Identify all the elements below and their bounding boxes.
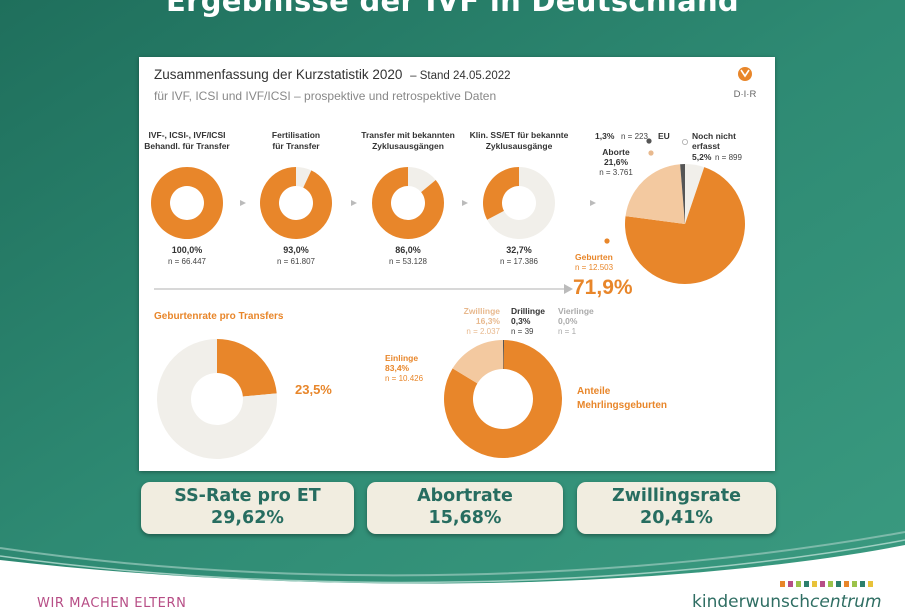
funnel-percent-3: 86,0% bbox=[395, 245, 421, 255]
panel-subtitle: für IVF, ICSI und IVF/ICSI – prospektive… bbox=[154, 89, 496, 103]
brand-colorbar bbox=[780, 581, 873, 587]
slide-title: Ergebnisse der IVF in Deutschland bbox=[166, 0, 739, 18]
aborte-percent: 21,6% bbox=[604, 157, 629, 167]
statistics-panel: Zusammenfassung der Kurzstatistik 2020 –… bbox=[139, 57, 775, 471]
geburten-marker bbox=[604, 238, 610, 244]
svg-text:Zusammenfassung der Kurzstatis: Zusammenfassung der Kurzstatistik 2020 –… bbox=[154, 67, 511, 82]
funnel-percent-4: 32,7% bbox=[506, 245, 532, 255]
kpi-zwillingsrate-label: Zwillingsrate bbox=[612, 486, 741, 506]
funnel-arrows bbox=[240, 200, 596, 206]
eu-label: EU bbox=[658, 131, 670, 141]
funnel-n-1: n = 66.447 bbox=[168, 257, 207, 266]
funnel-label-4b: Zyklusausgänge bbox=[486, 141, 553, 151]
slogan: WIR MACHEN ELTERN bbox=[37, 596, 187, 611]
einlinge-slice bbox=[444, 340, 563, 458]
funnel-label-1a: IVF-, ICSI-, IVF/ICSI bbox=[149, 130, 226, 140]
funnel-value-4-slice bbox=[483, 167, 519, 220]
birthrate-title: Geburtenrate pro Transfers bbox=[154, 311, 284, 322]
funnel-n-3: n = 53.128 bbox=[389, 257, 428, 266]
multiples-donut bbox=[444, 340, 563, 458]
einlinge-n: n = 10.426 bbox=[385, 374, 424, 383]
kpi-abortrate-value: 15,68% bbox=[428, 508, 502, 528]
funnel-donut-3 bbox=[372, 167, 444, 239]
funnel-percent-2: 93,0% bbox=[283, 245, 309, 255]
birthrate-geburten-slice bbox=[217, 339, 277, 397]
multiples-title-2: Mehrlingsgeburten bbox=[577, 400, 667, 411]
kpi-ss-rate-label: SS-Rate pro ET bbox=[174, 486, 321, 506]
brand-part2: centrum bbox=[810, 592, 882, 612]
drillinge-n: n = 39 bbox=[511, 327, 534, 336]
panel-title: Zusammenfassung der Kurzstatistik 2020 bbox=[154, 67, 402, 82]
statistics-chart: Zusammenfassung der Kurzstatistik 2020 –… bbox=[144, 67, 757, 460]
outcome-donut bbox=[625, 164, 746, 285]
drillinge-percent: 0,3% bbox=[511, 316, 531, 326]
aborte-slice bbox=[625, 164, 685, 224]
zwillinge-slice bbox=[452, 340, 503, 384]
aborte-marker bbox=[648, 150, 654, 156]
kpi-abortrate: Abortrate 15,68% bbox=[367, 482, 563, 534]
funnel-n-2: n = 61.807 bbox=[277, 257, 316, 266]
vierlinge-n: n = 1 bbox=[558, 327, 577, 336]
funnel-donut-2 bbox=[260, 167, 332, 239]
multiples-title-1: Anteile bbox=[577, 386, 611, 397]
funnel-n-4: n = 17.386 bbox=[500, 257, 539, 266]
einlinge-percent: 83,4% bbox=[385, 363, 410, 373]
brand-logo: kinderwunschcentrum bbox=[692, 592, 882, 612]
noch-label-1: Noch nicht bbox=[692, 131, 736, 141]
panel-title-suffix: – Stand 24.05.2022 bbox=[410, 70, 510, 82]
noch-percent: 5,2% bbox=[692, 152, 712, 162]
funnel-remaining-3-slice bbox=[408, 167, 436, 193]
funnel-label-2b: für Transfer bbox=[272, 141, 320, 151]
funnel-remaining-4-slice bbox=[487, 167, 555, 240]
brand-part1: kinderwunsch bbox=[692, 592, 811, 612]
funnel-value-1-slice bbox=[150, 167, 223, 239]
zwillinge-percent: 16,3% bbox=[476, 316, 501, 326]
funnel-percent-1: 100,0% bbox=[172, 245, 203, 255]
geburten-label: Geburten bbox=[575, 252, 613, 262]
funnel-label-2a: Fertilisation bbox=[272, 130, 320, 140]
kpi-zwillingsrate-value: 20,41% bbox=[640, 508, 713, 528]
dir-logo: D·I·R bbox=[734, 67, 757, 100]
aborte-label: Aborte bbox=[602, 147, 630, 157]
funnel-value-3-slice bbox=[372, 167, 444, 239]
eu-marker bbox=[646, 138, 652, 144]
vierlinge-label: Vierlinge bbox=[558, 306, 594, 316]
birthrate-remaining-slice bbox=[157, 339, 277, 460]
kpi-abortrate-label: Abortrate bbox=[417, 486, 513, 506]
eu-n: n = 223 bbox=[621, 132, 648, 141]
noch-nicht-erfasst-slice bbox=[685, 164, 705, 224]
einlinge-label: Einlinge bbox=[385, 353, 418, 363]
geburten-n: n = 12.503 bbox=[575, 263, 614, 272]
kpi-ss-rate: SS-Rate pro ET 29,62% bbox=[141, 482, 354, 534]
dir-logo-text: D·I·R bbox=[734, 89, 757, 100]
aborte-n: n = 3.761 bbox=[599, 168, 633, 177]
birthrate-donut bbox=[157, 339, 277, 460]
drillinge-slice bbox=[503, 340, 505, 370]
funnel-label-1b: Behandl. für Transfer bbox=[144, 141, 230, 151]
long-arrow-head bbox=[564, 284, 573, 294]
kpi-zwillingsrate: Zwillingsrate 20,41% bbox=[577, 482, 776, 534]
funnel-remaining-2-slice bbox=[296, 167, 312, 188]
noch-label-2: erfasst bbox=[692, 141, 720, 151]
funnel-value-2-slice bbox=[260, 167, 332, 239]
drillinge-label: Drillinge bbox=[511, 306, 545, 316]
noch-marker bbox=[682, 139, 689, 146]
vierlinge-percent: 0,0% bbox=[558, 316, 578, 326]
funnel-donut-1 bbox=[150, 167, 223, 239]
zwillinge-label: Zwillinge bbox=[464, 306, 501, 316]
funnel-label-4a: Klin. SS/ET für bekannte bbox=[470, 130, 569, 140]
funnel-label-3b: Zyklusausgängen bbox=[372, 141, 444, 151]
eu-slice bbox=[680, 164, 685, 224]
birthrate-percent: 23,5% bbox=[295, 382, 332, 397]
zwillinge-n: n = 2.037 bbox=[466, 327, 500, 336]
eu-percent: 1,3% bbox=[595, 131, 615, 141]
geburten-percent: 71,9% bbox=[573, 276, 633, 299]
noch-n: n = 899 bbox=[715, 153, 742, 162]
kpi-ss-rate-value: 29,62% bbox=[211, 508, 284, 528]
geburten-slice bbox=[625, 167, 746, 285]
funnel-label-3a: Transfer mit bekannten bbox=[361, 130, 455, 140]
funnel-donut-4 bbox=[483, 167, 555, 240]
